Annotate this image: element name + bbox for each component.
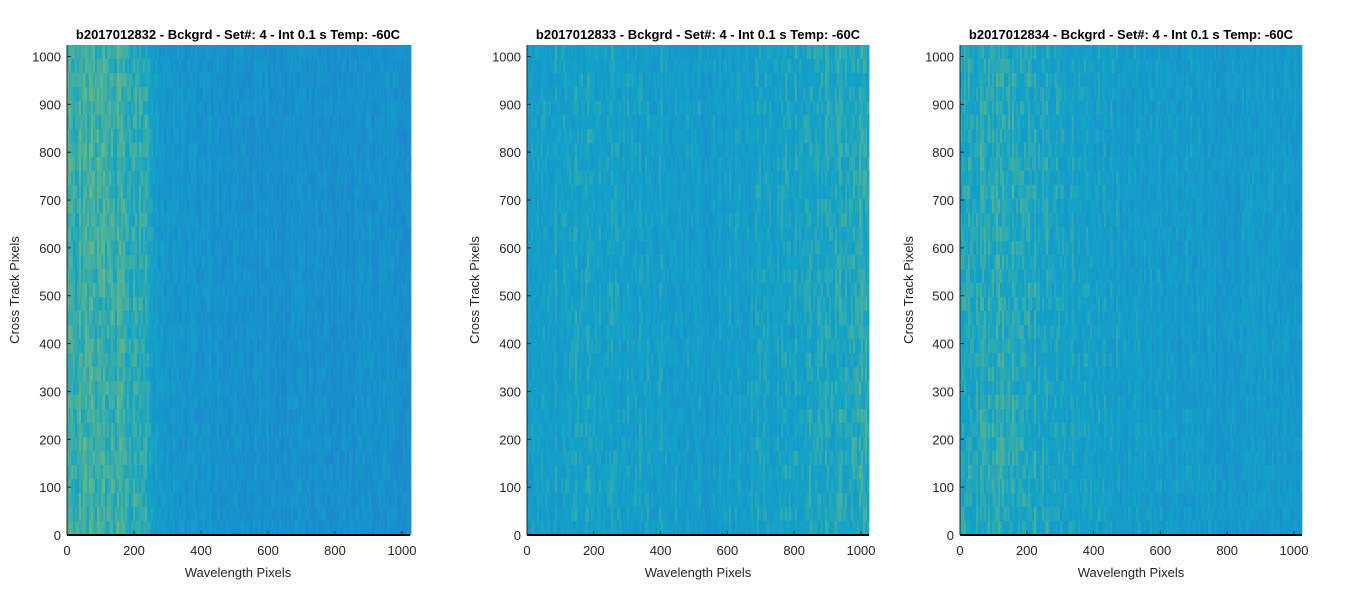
panel-1-heatmap — [67, 45, 411, 535]
panel-1-title: b2017012832 - Bckgrd - Set#: 4 - Int 0.1… — [76, 27, 401, 42]
heatmap-panel-1: b2017012832 - Bckgrd - Set#: 4 - Int 0.1… — [7, 27, 416, 580]
figure: b2017012832 - Bckgrd - Set#: 4 - Int 0.1… — [0, 0, 1350, 600]
